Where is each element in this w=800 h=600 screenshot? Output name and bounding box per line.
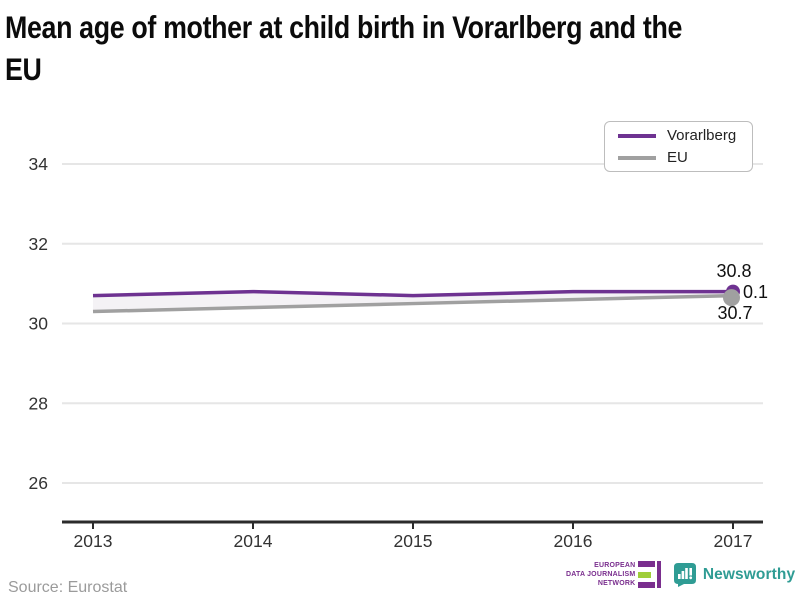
chart-title: Mean age of mother at child birth in Vor… xyxy=(5,9,683,87)
y-tick-label: 30 xyxy=(29,314,49,334)
difference-label: 0.1 xyxy=(743,282,768,302)
chart-legend: Vorarlberg EU xyxy=(604,121,753,172)
edjn-logo-text: EUROPEAN DATA JOURNALISM NETWORK xyxy=(566,562,636,587)
footer-logos: EUROPEAN DATA JOURNALISM NETWORK Newswor… xyxy=(566,561,795,588)
x-tick-label: 2015 xyxy=(394,531,433,551)
edjn-logo-icon xyxy=(638,561,661,588)
x-tick-label: 2013 xyxy=(74,531,113,551)
newsworthy-logo-label: Newsworthy xyxy=(702,565,796,583)
eu-endpoint-dot xyxy=(723,289,740,307)
eu-line-swatch xyxy=(618,155,656,160)
source-note: Source: Eurostat xyxy=(8,579,128,596)
x-tick-label: 2014 xyxy=(234,531,273,551)
eu-value-label: 30.7 xyxy=(717,303,752,323)
legend-item-vorarlberg: Vorarlberg xyxy=(618,127,752,144)
y-tick-label: 28 xyxy=(29,393,48,413)
legend-item-eu: EU xyxy=(618,149,752,166)
vorarlberg-line xyxy=(92,289,733,298)
x-tick-label: 2016 xyxy=(554,531,593,551)
vorarlberg-value-label: 30.8 xyxy=(716,261,751,281)
y-tick-label: 32 xyxy=(29,234,48,254)
y-tick-label: 34 xyxy=(29,154,49,174)
edjn-logo: EUROPEAN DATA JOURNALISM NETWORK xyxy=(566,561,661,588)
newsworthy-logo: Newsworthy xyxy=(673,562,796,587)
y-tick-label: 26 xyxy=(29,473,48,493)
vorarlberg-line-swatch xyxy=(618,133,656,138)
newsworthy-logo-icon xyxy=(673,562,696,587)
eu-line xyxy=(92,293,734,314)
x-tick-label: 2017 xyxy=(714,531,753,551)
legend-label: EU xyxy=(667,149,688,166)
legend-label: Vorarlberg xyxy=(667,127,737,144)
